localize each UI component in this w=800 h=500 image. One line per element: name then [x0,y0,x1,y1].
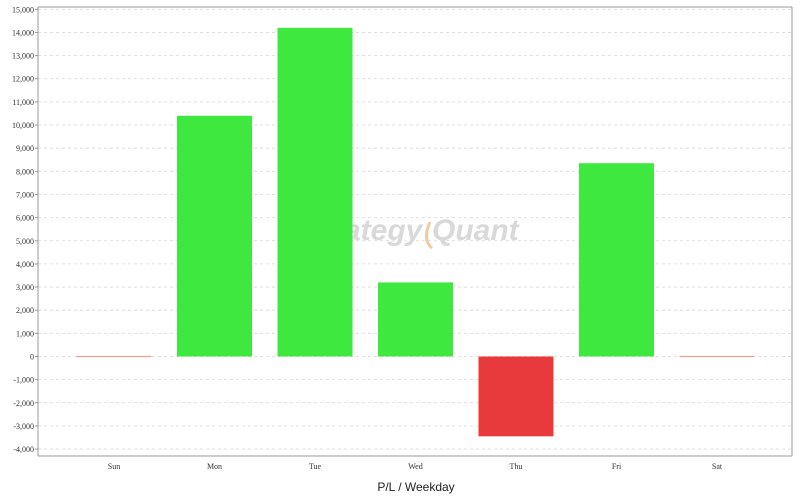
y-tick-label: 2,000 [16,306,34,315]
y-tick-label: 14,000 [12,28,34,37]
bar-fri [579,163,654,357]
y-tick-label: -2,000 [13,399,34,408]
y-tick-label: 15,000 [12,5,34,14]
y-tick-label: -1,000 [13,376,34,385]
x-tick-label: Mon [207,462,222,471]
x-tick-label: Sat [712,462,723,471]
watermark-text-a: ategy [344,214,424,247]
x-tick-label: Thu [510,462,523,471]
x-tick-label: Wed [408,462,422,471]
y-tick-label: 7,000 [16,190,34,199]
axes: -4,000 -3,000 -2,000 -1,000 0 1,000 2,000 3,000… [12,5,793,471]
bar-tue [277,27,353,357]
y-tick-label: 11,000 [12,98,34,107]
y-tick-label: 10,000 [12,121,34,130]
bar-wed [378,282,453,357]
y-tick-label: 1,000 [16,329,34,338]
y-tick-label: 13,000 [12,52,34,61]
watermark-swoosh [425,221,434,250]
y-tick-label: 4,000 [16,260,34,269]
x-tick-label: Tue [309,462,322,471]
y-tick-label: -3,000 [13,422,34,431]
x-axis-title: P/L / Weekday [377,480,454,494]
bar-thu [478,356,554,437]
y-tick-label: 6,000 [16,214,34,223]
x-tick-label: Sun [108,462,120,471]
y-tick-label: 5,000 [16,237,34,246]
y-tick-label: 0 [30,352,34,361]
strategyquant-watermark: ategy Quant [344,214,521,250]
bars [76,27,755,437]
y-tick-label: 12,000 [12,75,34,84]
bar-mon [177,115,252,357]
x-tick-label: Fri [612,462,622,471]
y-tick-label: 3,000 [16,283,34,292]
y-tick-label: 8,000 [16,167,34,176]
watermark-text-b: Quant [432,214,521,247]
y-tick-label: 9,000 [16,144,34,153]
y-tick-label: -4,000 [13,445,34,454]
